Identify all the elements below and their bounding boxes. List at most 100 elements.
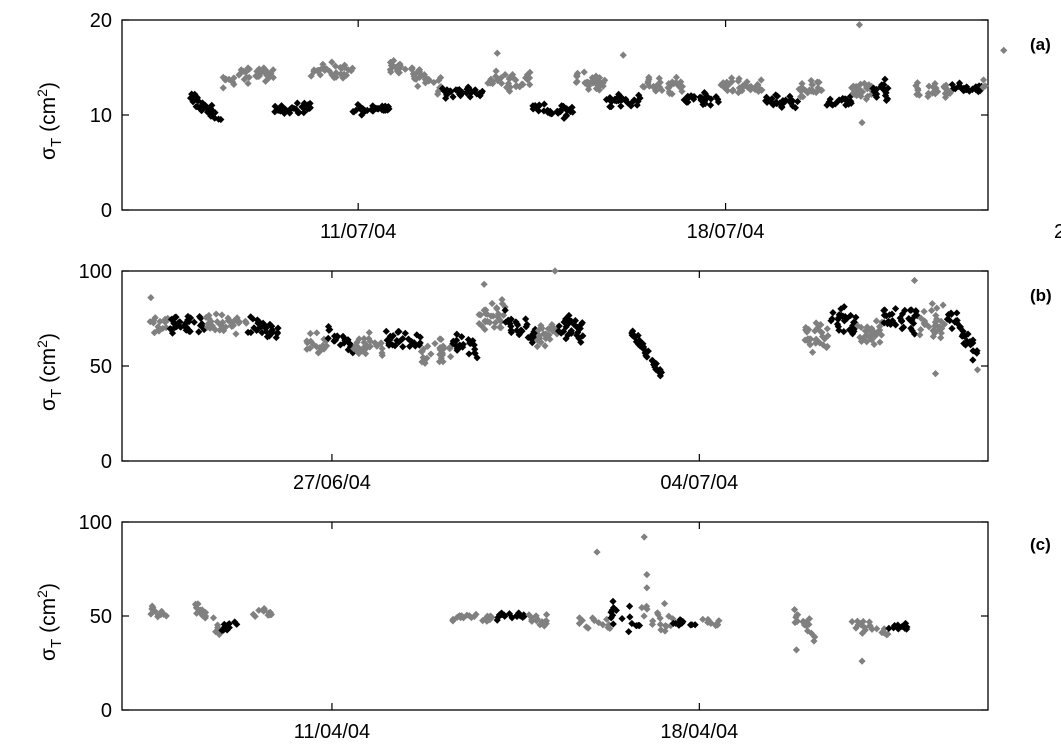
data-point [723,86,732,95]
data-point [479,617,487,625]
panel-c: 0 50 100 11/04/04 18/04/04 σT (cm2) (c) [34,512,1051,743]
data-point [649,617,657,625]
y-axis-subscript: T [48,639,65,648]
data-point [488,299,496,308]
data-point [931,322,939,330]
data-point [531,101,539,110]
data-point [972,83,980,91]
data-point [369,107,377,115]
data-point [471,86,479,94]
data-point [490,323,498,331]
data-point [386,58,395,66]
data-point [481,325,489,334]
data-point [854,322,862,330]
data-point [184,312,192,321]
data-point [913,79,922,87]
data-point [762,93,771,101]
data-point [901,306,909,314]
data-point [595,619,603,627]
data-point [917,326,925,334]
data-point [532,104,540,112]
data-point [505,610,514,618]
data-point [854,90,862,98]
data-point [607,608,615,616]
data-point [611,95,619,103]
data-point [943,315,952,323]
data-point [494,613,502,621]
data-point [219,73,227,81]
data-point [811,633,819,641]
data-point-outlier [480,280,488,288]
data-point [150,329,158,337]
data-point [562,335,570,343]
data-point [360,107,369,115]
data-point [960,332,969,341]
data-point [413,331,421,339]
data-point [200,325,208,334]
data-point [269,66,277,74]
data-point [607,614,615,622]
data-point [595,74,604,82]
data-point [522,315,530,323]
data-point [223,626,231,634]
data-point [880,81,888,89]
data-point [627,102,635,110]
data-point [491,318,500,327]
y-axis-unit-close: ) [37,333,60,340]
data-point [773,99,781,107]
data-point [925,82,933,90]
data-point [537,321,545,330]
data-point [976,87,984,95]
data-point [507,322,515,330]
data-point [396,60,404,68]
data-point [644,347,652,355]
data-point [430,78,438,87]
data-point [678,87,686,95]
data-point [799,93,807,101]
data-point [793,611,801,619]
data-point [427,350,435,358]
data-point [899,323,908,331]
y-axis-unit: (cm [37,598,60,633]
data-point [969,356,977,364]
data-point [858,336,867,344]
data-point [719,79,727,87]
data-point [819,341,827,349]
data-point [518,327,526,335]
data-point [882,89,890,97]
data-point [267,69,275,77]
data-point [703,92,711,100]
data-point [195,103,203,112]
data-point [468,88,476,96]
y-tick-label: 0 [101,200,112,222]
data-point [801,86,810,95]
data-point [360,338,368,347]
data-point [536,621,544,629]
data-point [858,629,866,637]
data-point [580,68,588,76]
data-point [192,601,200,609]
data-point [898,310,907,318]
data-point [197,314,205,322]
data-point [313,329,321,337]
data-point [473,90,481,98]
data-point [378,106,386,114]
data-point [315,344,324,352]
data-point [706,101,715,109]
data-point [340,339,348,347]
data-point [300,99,308,107]
data-point [650,361,658,369]
data-point [475,320,483,328]
data-point [453,613,461,621]
data-point [824,332,832,340]
data-point [506,320,514,328]
data-point [499,311,508,319]
data-point [487,75,495,83]
data-point [244,79,252,88]
y-axis-subscript: T [48,389,65,398]
data-point [540,100,548,108]
data-point [397,336,405,344]
data-point [562,112,571,120]
data-point [185,327,193,335]
data-point [640,343,648,351]
